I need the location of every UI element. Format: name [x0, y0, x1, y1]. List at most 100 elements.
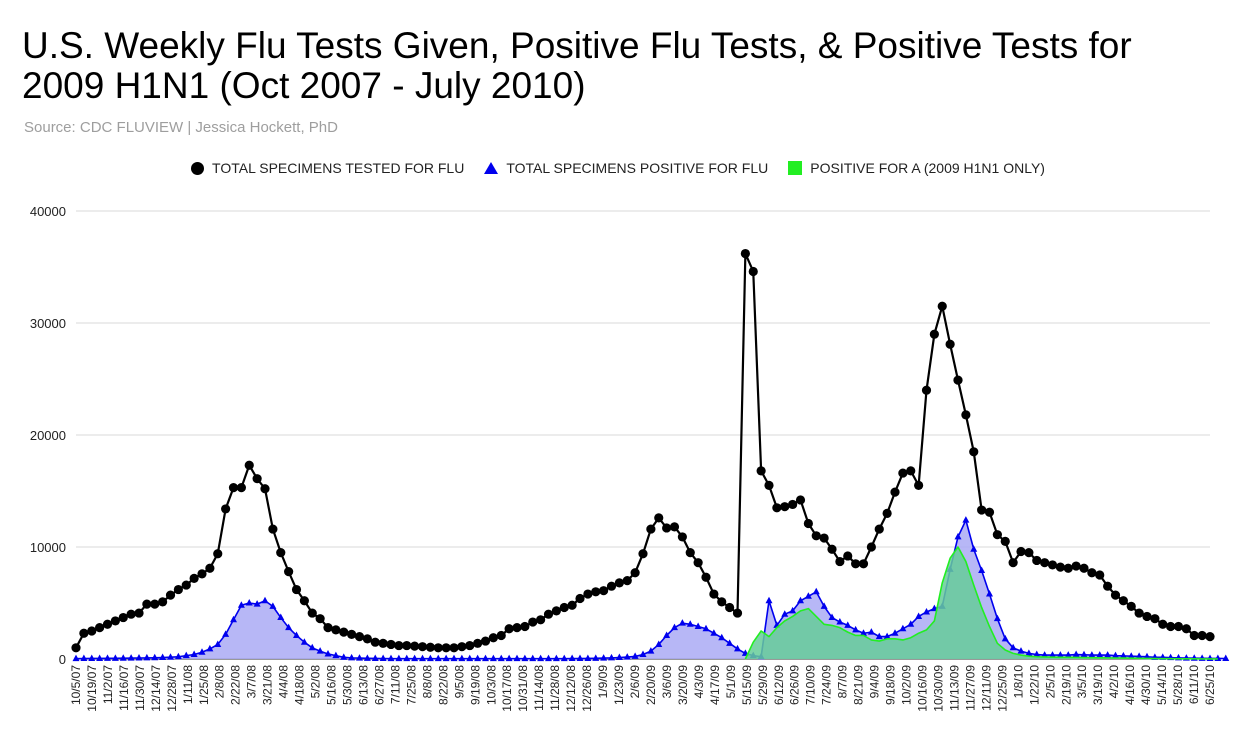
data-point-tested — [465, 640, 475, 651]
data-point-tested — [79, 628, 89, 638]
data-point-positive — [253, 600, 261, 607]
data-point-positive — [702, 624, 710, 632]
data-point-positive — [962, 516, 970, 523]
x-tick-label: 4/2/10 — [1107, 665, 1121, 699]
data-point-tested — [803, 518, 813, 529]
data-point-tested — [1173, 621, 1184, 632]
data-point-tested — [71, 643, 81, 653]
data-point-tested — [268, 524, 278, 534]
data-point-positive — [1033, 650, 1041, 658]
x-tick-label: 1/22/10 — [1027, 665, 1041, 705]
data-point-positive — [363, 654, 371, 661]
data-point-tested — [1071, 561, 1081, 571]
data-point-positive — [135, 653, 143, 661]
data-point-tested — [315, 614, 325, 624]
legend-item-tested[interactable]: TOTAL SPECIMENS TESTED FOR FLU — [191, 160, 464, 176]
data-point-tested — [87, 626, 97, 636]
data-point-tested — [662, 523, 672, 533]
data-point-positive — [647, 647, 655, 654]
data-point-tested — [473, 638, 483, 648]
data-point-tested — [1000, 536, 1010, 547]
data-point-positive — [482, 654, 489, 662]
data-point-tested — [1063, 563, 1073, 573]
data-point-tested — [197, 569, 207, 579]
x-tick-label: 5/1/09 — [724, 665, 738, 699]
legend-item-h1n1[interactable]: POSITIVE FOR A (2009 H1N1 ONLY) — [788, 160, 1045, 176]
data-point-positive — [426, 654, 434, 662]
x-tick-label: 9/19/08 — [468, 665, 482, 705]
data-point-positive — [1056, 651, 1064, 658]
data-point-positive — [537, 654, 545, 662]
data-point-tested — [260, 484, 270, 494]
x-tick-label: 6/13/08 — [356, 665, 370, 705]
data-point-tested — [236, 483, 246, 493]
data-point-tested — [583, 589, 593, 599]
data-point-tested — [811, 531, 821, 541]
x-tick-label: 3/21/08 — [261, 665, 275, 705]
x-tick-label: 10/2/09 — [900, 665, 914, 705]
data-point-tested — [764, 480, 774, 490]
y-tick-label: 40000 — [30, 204, 66, 219]
data-point-tested — [567, 600, 577, 610]
legend-item-positive[interactable]: TOTAL SPECIMENS POSITIVE FOR FLU — [484, 160, 768, 176]
data-point-positive — [324, 649, 332, 657]
data-point-tested — [118, 612, 128, 623]
data-point-tested — [1205, 632, 1215, 642]
x-tick-label: 12/26/08 — [580, 665, 594, 712]
data-point-positive — [269, 602, 277, 609]
data-point-tested — [323, 623, 333, 633]
data-point-tested — [921, 385, 932, 395]
circle-marker-icon — [191, 161, 205, 175]
data-point-tested — [1158, 619, 1168, 629]
data-point-tested — [953, 375, 963, 385]
triangle-marker-icon — [484, 162, 499, 174]
x-tick-label: 6/11/10 — [1187, 665, 1201, 704]
data-point-tested — [1150, 614, 1160, 624]
data-point-positive — [1112, 651, 1119, 659]
data-point-positive — [434, 654, 442, 662]
data-point-tested — [433, 643, 443, 653]
legend-label-h1n1: POSITIVE FOR A (2009 H1N1 ONLY) — [810, 160, 1045, 176]
data-point-tested — [536, 615, 546, 625]
data-point-tested — [827, 544, 837, 554]
data-point-positive — [151, 653, 159, 661]
data-point-tested — [638, 549, 648, 559]
data-point-tested — [977, 505, 987, 515]
x-tick-label: 12/28/07 — [165, 665, 179, 712]
x-tick-label: 11/27/09 — [963, 665, 977, 711]
x-tick-label: 2/22/08 — [229, 665, 243, 705]
x-tick-label: 5/2/08 — [309, 665, 323, 699]
data-point-positive — [1001, 634, 1009, 642]
data-point-positive — [111, 654, 119, 661]
data-point-tested — [890, 487, 900, 497]
data-point-tested — [441, 643, 451, 653]
data-point-tested — [1008, 558, 1018, 568]
data-point-tested — [780, 502, 790, 512]
data-point-tested — [307, 608, 317, 618]
data-point-positive — [1127, 652, 1135, 659]
data-point-tested — [1103, 581, 1113, 591]
data-point-positive — [875, 632, 883, 640]
x-tick-label: 2/8/08 — [213, 665, 227, 699]
data-point-positive — [970, 545, 978, 552]
x-tick-label: 10/17/08 — [500, 665, 514, 712]
data-point-positive — [411, 654, 419, 662]
data-point-tested — [1166, 621, 1176, 632]
x-tick-label: 10/16/09 — [916, 665, 930, 712]
x-tick-label: 11/30/07 — [133, 665, 147, 711]
data-point-tested — [189, 573, 199, 583]
data-point-tested — [937, 301, 947, 311]
data-point-tested — [685, 548, 695, 558]
data-point-tested — [95, 623, 105, 633]
data-point-positive — [442, 654, 450, 662]
data-point-tested — [851, 559, 861, 569]
y-tick-label: 0 — [59, 652, 66, 667]
x-tick-label: 3/7/08 — [245, 665, 259, 699]
data-point-positive — [222, 630, 230, 637]
chart-subtitle: Source: CDC FLUVIEW | Jessica Hockett, P… — [24, 119, 338, 136]
data-point-tested — [1055, 562, 1065, 572]
data-point-positive — [300, 638, 308, 645]
data-point-tested — [1189, 630, 1199, 641]
data-point-tested — [362, 634, 372, 644]
data-point-positive — [1135, 652, 1143, 659]
